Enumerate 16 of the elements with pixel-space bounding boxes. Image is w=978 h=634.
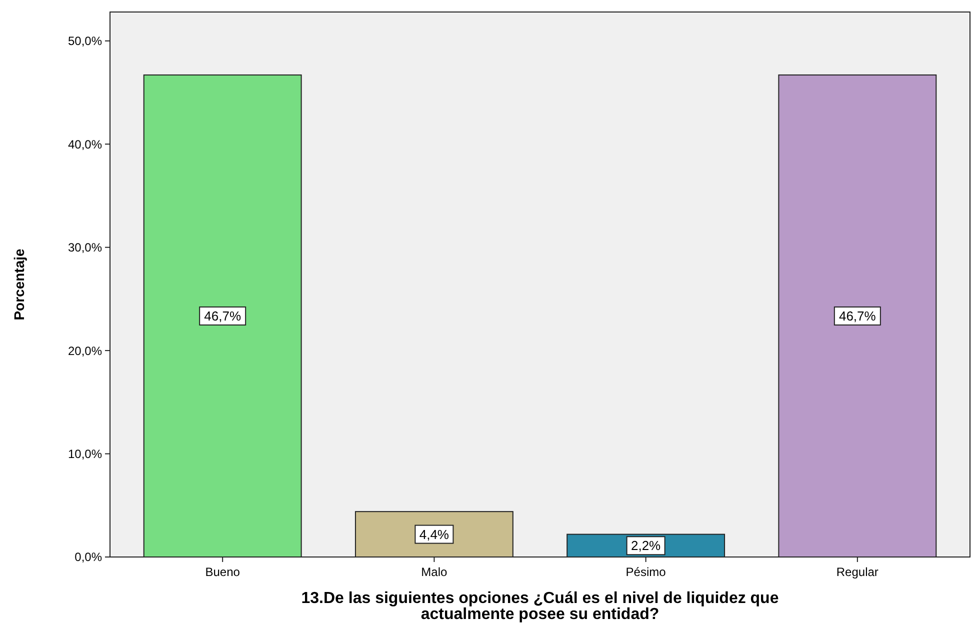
x-axis-title: 13.De las siguientes opciones ¿Cuál es el nivel de liquidez que actualmente posee su entidad?: [301, 590, 779, 623]
data-label: 2,2%: [630, 538, 662, 554]
y-tick-label: 10,0%: [68, 446, 102, 461]
y-tick-label: 50,0%: [68, 34, 102, 48]
y-tick-label: 30,0%: [68, 240, 102, 255]
data-label: 46,7%: [838, 308, 876, 324]
x-tick-label: Regular: [836, 565, 878, 579]
data-label: 4,4%: [419, 526, 450, 542]
y-tick-label: 0,0%: [74, 550, 102, 564]
x-tick-label: Pésimo: [626, 565, 666, 579]
y-axis-title: Porcentaje: [11, 248, 27, 320]
y-tick-label: 20,0%: [68, 344, 102, 358]
x-tick-label: Bueno: [205, 565, 240, 579]
y-tick-label: 40,0%: [68, 137, 102, 152]
data-label: 46,7%: [204, 308, 242, 324]
x-tick-label: Malo: [421, 565, 448, 579]
